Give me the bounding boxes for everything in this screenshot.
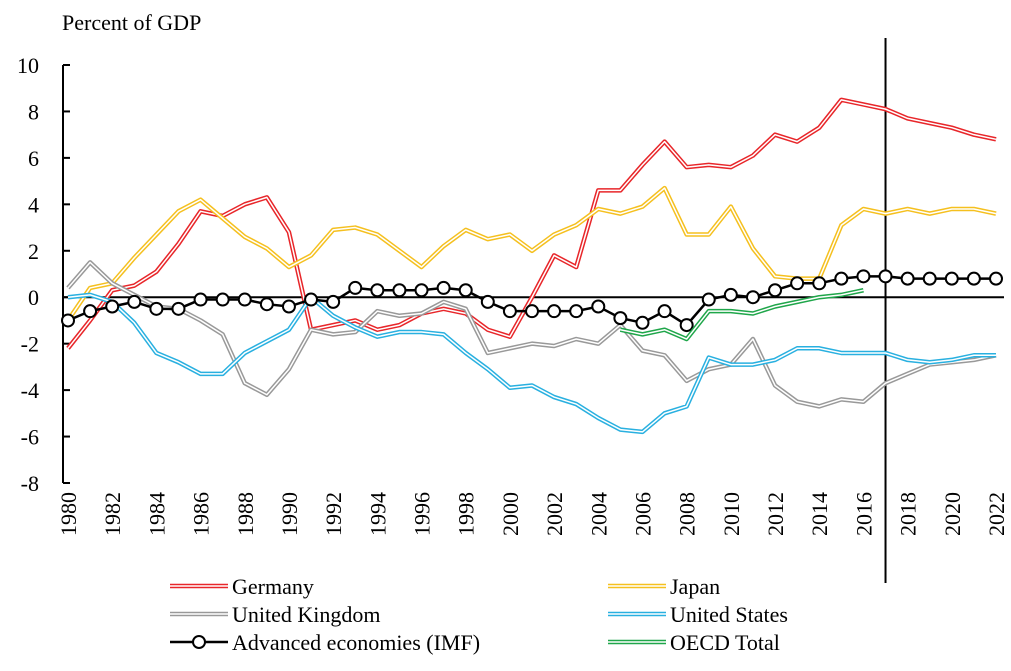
x-tick-label: 2022 — [984, 492, 1009, 536]
point — [436, 280, 451, 295]
point — [237, 292, 252, 307]
point — [944, 271, 959, 286]
x-tick-label: 2000 — [498, 492, 523, 536]
point — [259, 297, 274, 312]
point — [414, 283, 429, 298]
y-tick-label: 2 — [28, 239, 39, 264]
point — [922, 271, 937, 286]
point — [635, 315, 650, 330]
point — [392, 283, 407, 298]
y-axis-label: Percent of GDP — [62, 10, 201, 35]
x-tick-label: 1982 — [100, 492, 125, 536]
legend-label: Advanced economies (IMF) — [232, 630, 480, 655]
x-tick-label: 1998 — [454, 492, 479, 536]
x-tick-label: 1990 — [277, 492, 302, 536]
point — [856, 269, 871, 284]
point — [591, 299, 606, 314]
legend-marker — [192, 635, 206, 649]
y-tick-label: 0 — [28, 285, 39, 310]
x-tick-label: 2018 — [896, 492, 921, 536]
x-tick-label: 1992 — [321, 492, 346, 536]
x-tick-label: 2020 — [940, 492, 965, 536]
point — [679, 318, 694, 333]
point — [105, 299, 120, 314]
point — [149, 301, 164, 316]
point — [834, 271, 849, 286]
series-line-inner — [67, 294, 996, 433]
point — [127, 294, 142, 309]
point — [304, 292, 319, 307]
y-tick-label: -6 — [21, 425, 39, 450]
y-tick-label: 4 — [28, 192, 39, 217]
x-tick-label: 2004 — [586, 492, 611, 536]
legend-label: United Kingdom — [232, 602, 381, 627]
x-tick-label: 2008 — [675, 492, 700, 536]
y-tick-label: 10 — [17, 53, 39, 78]
y-tick-label: -4 — [21, 378, 39, 403]
point — [812, 276, 827, 291]
point — [525, 304, 539, 319]
x-tick-label: 2016 — [851, 492, 876, 536]
legend-label: OECD Total — [670, 630, 780, 655]
point — [281, 299, 296, 314]
point — [768, 283, 783, 298]
point — [83, 304, 98, 319]
x-tick-label: 1994 — [365, 492, 390, 536]
point — [193, 292, 208, 307]
x-tick-label: 1996 — [410, 492, 435, 536]
point — [502, 304, 517, 319]
x-tick-label: 1988 — [233, 492, 258, 536]
point — [878, 269, 893, 284]
point — [547, 304, 562, 319]
x-tick-label: 1984 — [144, 492, 169, 536]
legend-label: United States — [670, 602, 788, 627]
point — [657, 304, 672, 319]
y-tick-label: 6 — [28, 146, 39, 171]
point — [723, 287, 738, 302]
x-tick-label: 2006 — [630, 492, 655, 536]
y-tick-label: -8 — [21, 471, 39, 496]
x-tick-label: 1980 — [56, 492, 81, 536]
y-tick-label: 8 — [28, 99, 39, 124]
point — [171, 301, 186, 316]
point — [61, 313, 75, 328]
x-tick-label: 2002 — [542, 492, 567, 536]
point — [745, 290, 760, 305]
series-line-inner — [67, 261, 997, 408]
legend-label: Japan — [670, 574, 720, 599]
point — [480, 294, 495, 309]
point — [215, 292, 230, 307]
point — [326, 294, 341, 309]
point — [613, 311, 628, 326]
point — [790, 276, 805, 291]
point — [701, 292, 716, 307]
point — [348, 280, 363, 295]
x-tick-label: 2012 — [763, 492, 788, 536]
series-line-inner — [620, 289, 864, 340]
point — [989, 271, 1003, 286]
point — [966, 271, 981, 286]
y-tick-label: -2 — [21, 332, 39, 357]
x-tick-label: 2010 — [719, 492, 744, 536]
point — [370, 283, 385, 298]
point — [458, 283, 473, 298]
x-tick-label: 1986 — [189, 492, 214, 536]
point — [900, 271, 915, 286]
legend-label: Germany — [232, 574, 314, 599]
series-line-inner — [67, 187, 997, 321]
x-tick-label: 2014 — [807, 492, 832, 536]
point — [569, 304, 584, 319]
